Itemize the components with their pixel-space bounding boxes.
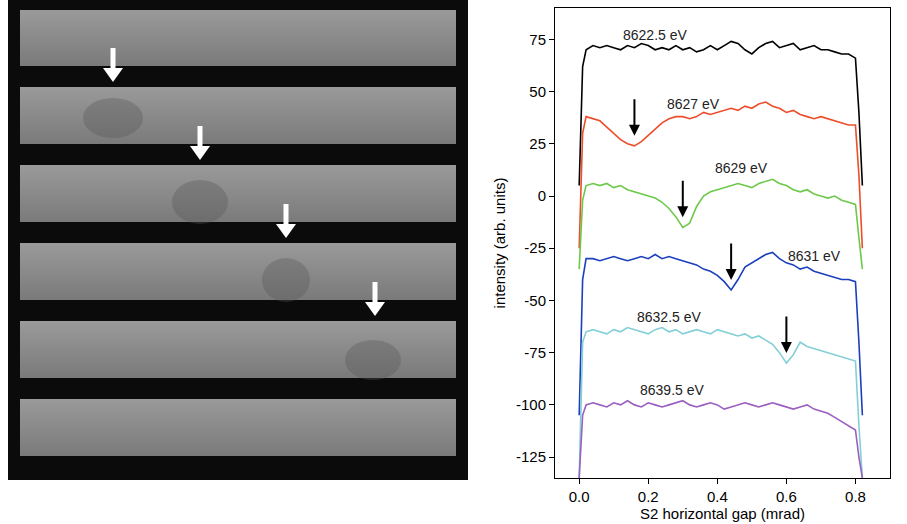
- svg-text:8632.5 eV: 8632.5 eV: [637, 309, 701, 325]
- svg-text:8631 eV: 8631 eV: [788, 248, 841, 264]
- svg-text:S2 horizontal gap (mrad): S2 horizontal gap (mrad): [640, 505, 805, 522]
- svg-text:75: 75: [529, 31, 546, 48]
- svg-text:8629 eV: 8629 eV: [715, 160, 768, 176]
- svg-text:-25: -25: [524, 239, 546, 256]
- svg-text:0.0: 0.0: [569, 488, 590, 505]
- svg-text:0.2: 0.2: [638, 488, 659, 505]
- svg-text:8639.5 eV: 8639.5 eV: [640, 382, 704, 398]
- svg-text:-75: -75: [524, 344, 546, 361]
- svg-text:0: 0: [538, 187, 546, 204]
- svg-text:intensity (arb. units): intensity (arb. units): [491, 178, 508, 309]
- svg-text:0.4: 0.4: [707, 488, 728, 505]
- svg-text:-50: -50: [524, 292, 546, 309]
- svg-text:-100: -100: [516, 396, 546, 413]
- svg-text:0.6: 0.6: [776, 488, 797, 505]
- svg-text:0.8: 0.8: [845, 488, 866, 505]
- svg-text:8622.5 eV: 8622.5 eV: [623, 27, 687, 43]
- svg-text:50: 50: [529, 83, 546, 100]
- svg-text:25: 25: [529, 135, 546, 152]
- svg-text:8627 eV: 8627 eV: [667, 96, 720, 112]
- svg-text:-125: -125: [516, 448, 546, 465]
